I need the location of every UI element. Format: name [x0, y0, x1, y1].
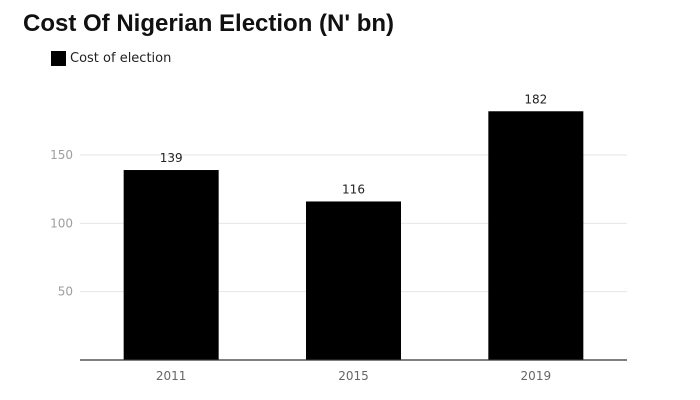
- legend-label: Cost of election: [70, 51, 172, 66]
- data-label: 116: [342, 182, 365, 196]
- y-tick-label: 50: [58, 285, 73, 299]
- bar: [488, 111, 584, 361]
- y-tick-label: 100: [50, 216, 73, 230]
- bar: [123, 170, 219, 360]
- data-label: 182: [524, 92, 547, 106]
- data-label: 139: [160, 151, 183, 165]
- x-tick-label: 2015: [338, 369, 369, 383]
- x-tick-label: 2011: [156, 369, 187, 383]
- y-tick-label: 150: [50, 148, 73, 162]
- legend: Cost of election: [51, 51, 171, 66]
- chart-title: Cost Of Nigerian Election (N' bn): [23, 10, 395, 37]
- x-tick-label: 2019: [521, 369, 552, 383]
- bar: [306, 201, 401, 360]
- legend-swatch: [51, 51, 66, 66]
